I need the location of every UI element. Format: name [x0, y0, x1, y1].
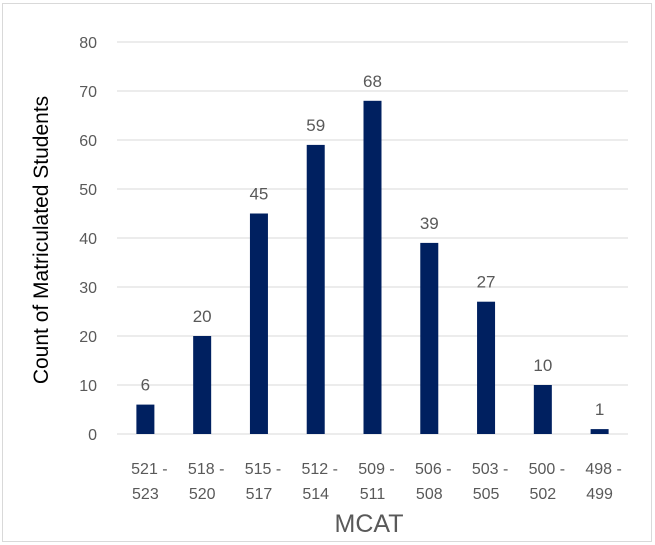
bar: [364, 101, 382, 434]
bar: [250, 214, 268, 435]
bars: [136, 101, 608, 434]
data-label: 10: [533, 356, 552, 375]
bar: [591, 429, 609, 434]
bar: [136, 405, 154, 434]
bar: [420, 243, 438, 434]
data-label: 6: [141, 376, 150, 395]
x-tick-label: 514: [302, 486, 329, 503]
data-label: 45: [249, 185, 268, 204]
x-axis-title: MCAT: [335, 510, 404, 538]
x-tick-label: 503 -: [472, 461, 508, 478]
data-label: 59: [306, 116, 325, 135]
x-tick-label: 500 -: [529, 461, 565, 478]
y-tick-label: 70: [79, 84, 97, 101]
y-tick-label: 50: [79, 182, 97, 199]
x-tick-label: 515 -: [245, 461, 281, 478]
x-tick-label: 523: [132, 486, 159, 503]
y-tick-label: 10: [79, 378, 97, 395]
y-tick-label: 40: [79, 231, 97, 248]
bar: [193, 336, 211, 434]
y-tick-label: 80: [79, 35, 97, 52]
x-tick-label: 505: [473, 486, 500, 503]
x-axis-ticks: 521 - 523 518 - 520 515 - 517 512 - 514 509 - 511…: [131, 461, 622, 503]
x-tick-label: 517: [246, 486, 273, 503]
x-tick-label: 498 -: [585, 461, 621, 478]
data-label: 20: [193, 307, 212, 326]
bar: [307, 145, 325, 434]
bar: [477, 302, 495, 434]
y-tick-label: 30: [79, 280, 97, 297]
x-tick-label: 502: [529, 486, 556, 503]
data-label: 1: [595, 400, 604, 419]
data-label: 27: [477, 273, 496, 292]
y-axis-title: Count of Matriculated Students: [30, 96, 53, 384]
y-tick-label: 0: [88, 427, 97, 444]
x-tick-label: 512 -: [301, 461, 337, 478]
x-tick-label: 511: [360, 486, 386, 503]
y-axis-ticks: 0 10 20 30 40 50 60 70 80: [79, 35, 97, 444]
y-tick-label: 60: [79, 133, 97, 150]
x-tick-label: 509 -: [358, 461, 394, 478]
x-tick-label: 520: [189, 486, 216, 503]
x-tick-label: 518 -: [188, 461, 224, 478]
y-tick-label: 20: [79, 329, 97, 346]
x-tick-label: 506 -: [415, 461, 451, 478]
x-tick-label: 499: [586, 486, 613, 503]
data-label: 39: [420, 214, 439, 233]
data-label: 68: [363, 72, 382, 91]
x-tick-label: 521 -: [131, 461, 167, 478]
x-tick-label: 508: [416, 486, 443, 503]
bar: [534, 385, 552, 434]
